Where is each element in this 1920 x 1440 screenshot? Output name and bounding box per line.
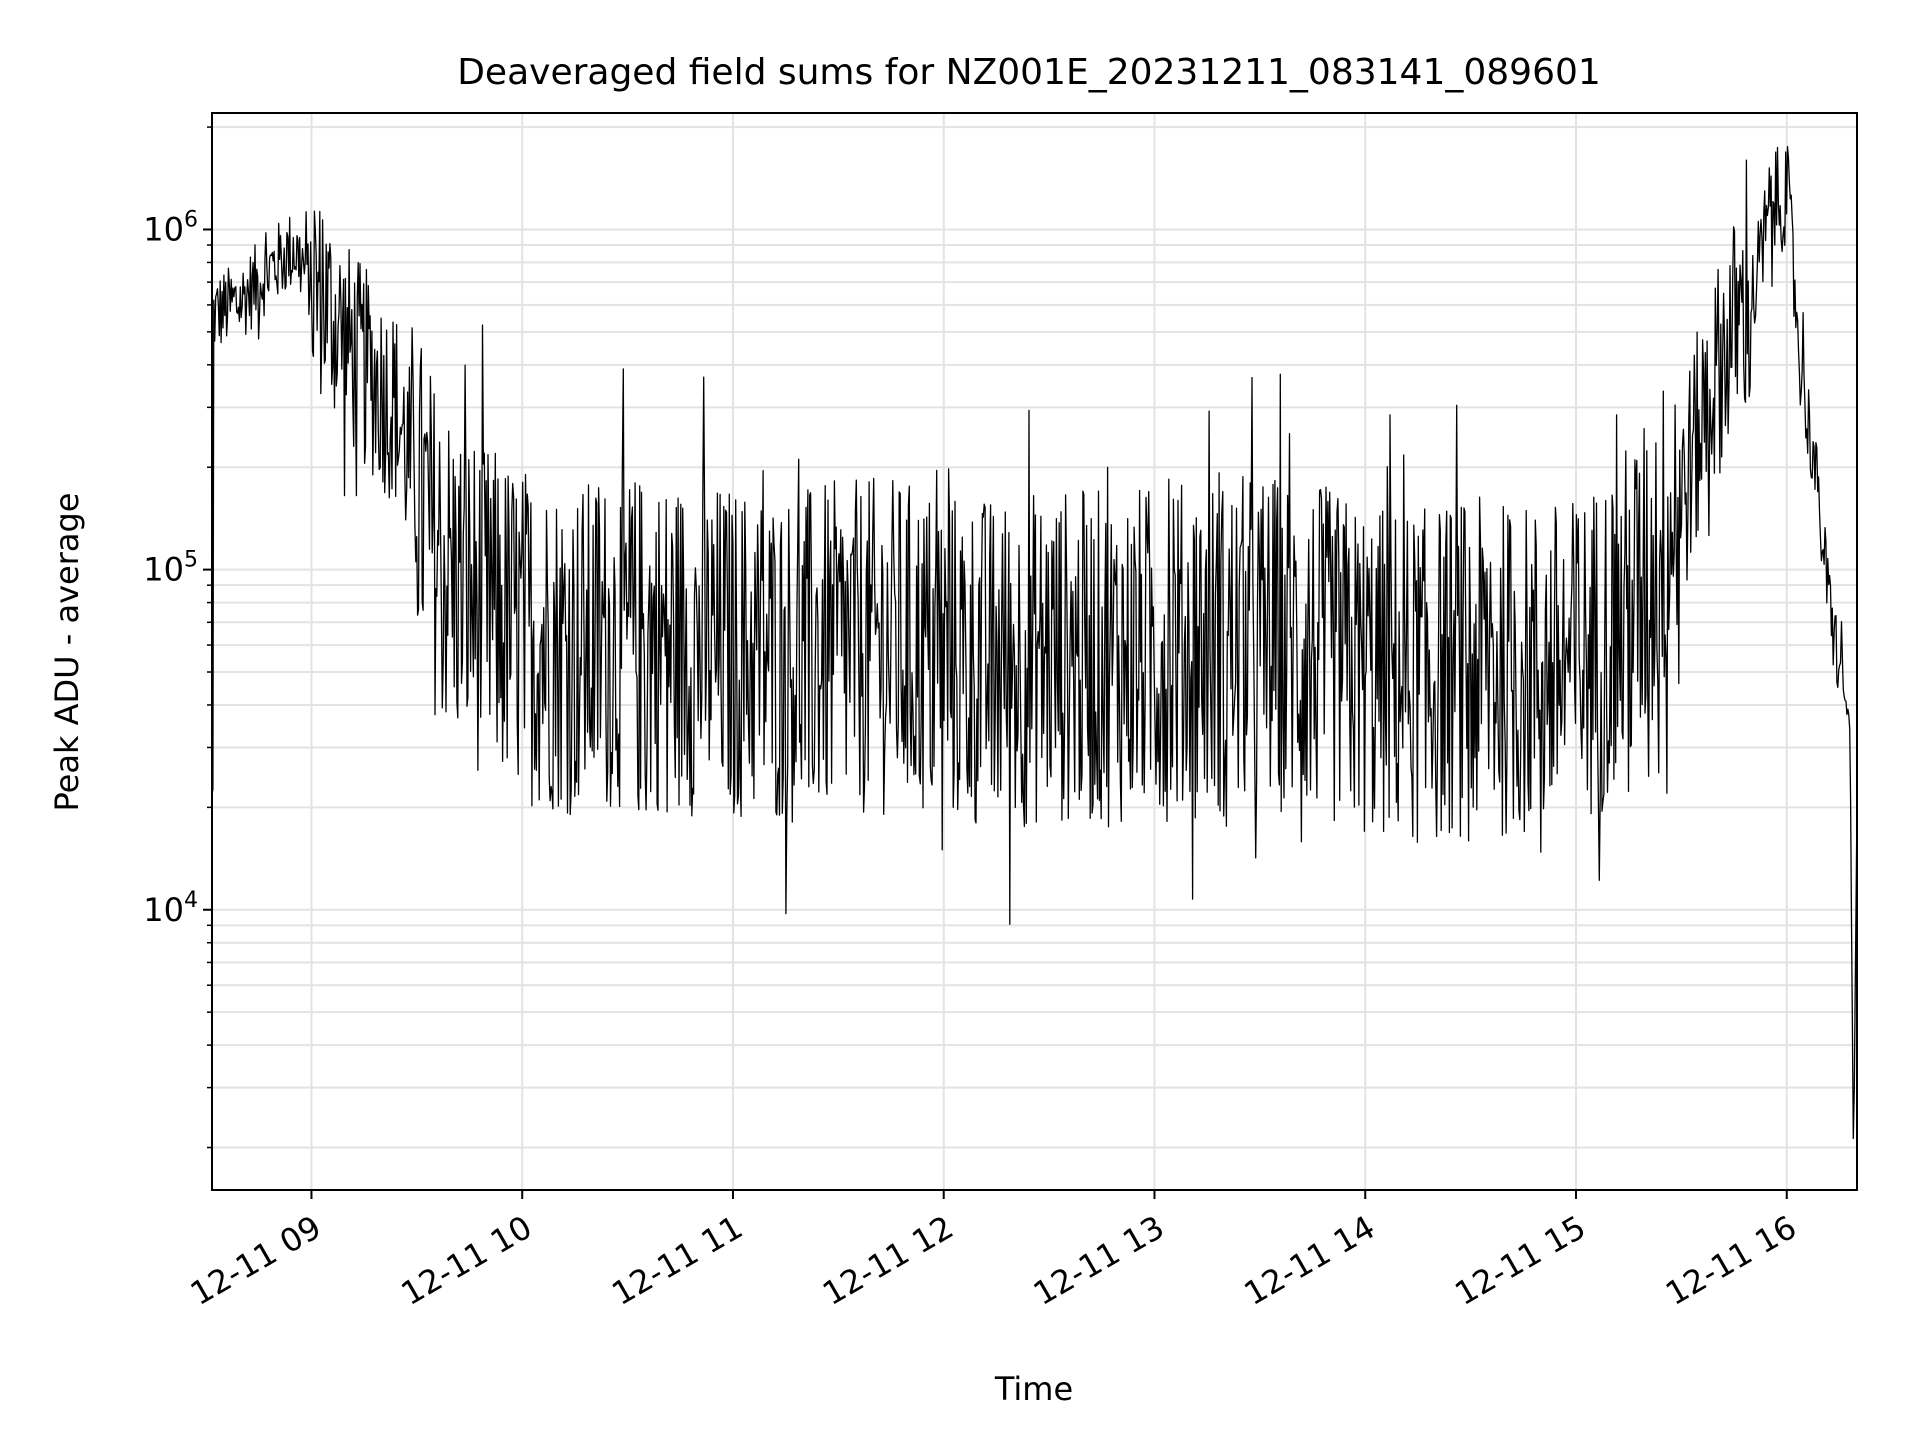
x-tick-label: 12-11 12 — [816, 1208, 960, 1313]
y-tick-label: 104 — [143, 888, 198, 929]
x-tick-label: 12-11 14 — [1238, 1208, 1382, 1313]
x-tick-label: 12-11 16 — [1659, 1208, 1803, 1313]
series-line — [211, 145, 1858, 1140]
chart-title: Deaveraged field sums for NZ001E_2023121… — [457, 52, 1601, 93]
x-tick-label: 12-11 09 — [184, 1208, 328, 1313]
y-tick-label: 105 — [143, 548, 198, 589]
x-tick-label: 12-11 13 — [1027, 1208, 1171, 1313]
x-axis-label: Time — [994, 1370, 1073, 1408]
x-axis: 12-11 09 12-11 10 12-11 11 12-11 12 12-11 13… — [184, 1190, 1803, 1313]
x-tick-label: 12-11 11 — [605, 1208, 749, 1313]
plot-frame — [211, 112, 1858, 1191]
series-layer — [211, 145, 1858, 1140]
y-tick-label: 106 — [143, 207, 198, 248]
x-tick-label: 12-11 10 — [395, 1208, 539, 1313]
x-tick-label: 12-11 15 — [1448, 1208, 1592, 1313]
y-axis-label: Peak ADU - average — [48, 493, 86, 812]
y-axis: 104 105 106 — [143, 126, 212, 1149]
